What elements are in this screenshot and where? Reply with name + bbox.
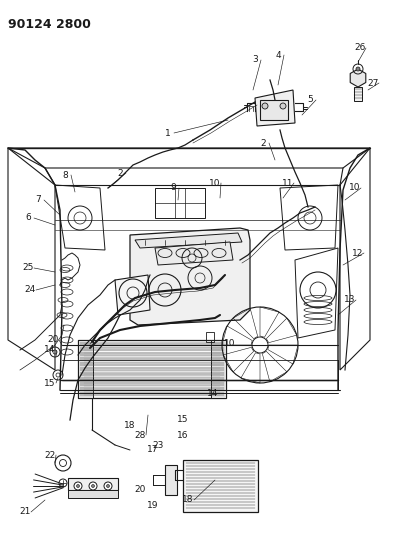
Polygon shape	[115, 275, 150, 315]
Polygon shape	[255, 90, 295, 126]
Text: 14: 14	[44, 345, 56, 354]
Bar	[78, 340, 226, 398]
Circle shape	[74, 482, 82, 490]
Text: 15: 15	[177, 416, 189, 424]
Text: 10: 10	[224, 338, 236, 348]
Circle shape	[280, 103, 286, 109]
Text: 8: 8	[62, 171, 68, 180]
Text: 12: 12	[352, 248, 364, 257]
Text: 15: 15	[44, 378, 56, 387]
Bar	[183, 460, 258, 512]
Text: 3: 3	[252, 55, 258, 64]
Text: 22: 22	[44, 450, 56, 459]
Bar	[260, 100, 288, 120]
Text: 25: 25	[22, 263, 34, 272]
Text: 6: 6	[25, 214, 31, 222]
Bar	[155, 188, 205, 218]
Polygon shape	[155, 242, 233, 265]
Text: 1: 1	[165, 128, 171, 138]
Text: 2: 2	[117, 168, 123, 177]
Bar	[206, 332, 214, 342]
Text: 21: 21	[19, 507, 31, 516]
Bar	[211, 340, 226, 398]
Text: 23: 23	[152, 440, 164, 449]
Circle shape	[59, 479, 67, 487]
Text: 13: 13	[344, 295, 356, 304]
Circle shape	[92, 484, 94, 488]
Polygon shape	[135, 233, 242, 248]
Text: 27: 27	[367, 78, 379, 87]
Bar	[78, 340, 93, 398]
Text: 20: 20	[47, 335, 59, 344]
Bar	[68, 478, 118, 490]
Text: 10: 10	[349, 183, 361, 192]
Circle shape	[89, 482, 97, 490]
Text: 20: 20	[134, 486, 146, 495]
Circle shape	[356, 67, 360, 71]
Circle shape	[262, 103, 268, 109]
Text: 7: 7	[35, 196, 41, 205]
Text: 19: 19	[147, 500, 159, 510]
Text: 2: 2	[260, 139, 266, 148]
Text: 18: 18	[124, 421, 136, 430]
Text: 26: 26	[354, 44, 366, 52]
Text: 18: 18	[182, 496, 194, 505]
Text: 14: 14	[208, 389, 219, 398]
Polygon shape	[130, 228, 250, 325]
Circle shape	[77, 484, 79, 488]
Text: 9: 9	[170, 183, 176, 192]
Text: 10: 10	[209, 179, 221, 188]
Polygon shape	[350, 69, 366, 87]
Text: 24: 24	[24, 286, 36, 295]
Text: 90124 2800: 90124 2800	[8, 18, 91, 31]
Bar	[354, 87, 362, 101]
Text: 28: 28	[134, 431, 146, 440]
Bar	[165, 465, 177, 495]
Text: 4: 4	[275, 51, 281, 60]
Bar	[68, 490, 118, 498]
Text: 11: 11	[282, 179, 294, 188]
Circle shape	[107, 484, 110, 488]
Text: 16: 16	[177, 431, 189, 440]
Text: 5: 5	[307, 95, 313, 104]
Circle shape	[104, 482, 112, 490]
Text: 17: 17	[147, 446, 159, 455]
